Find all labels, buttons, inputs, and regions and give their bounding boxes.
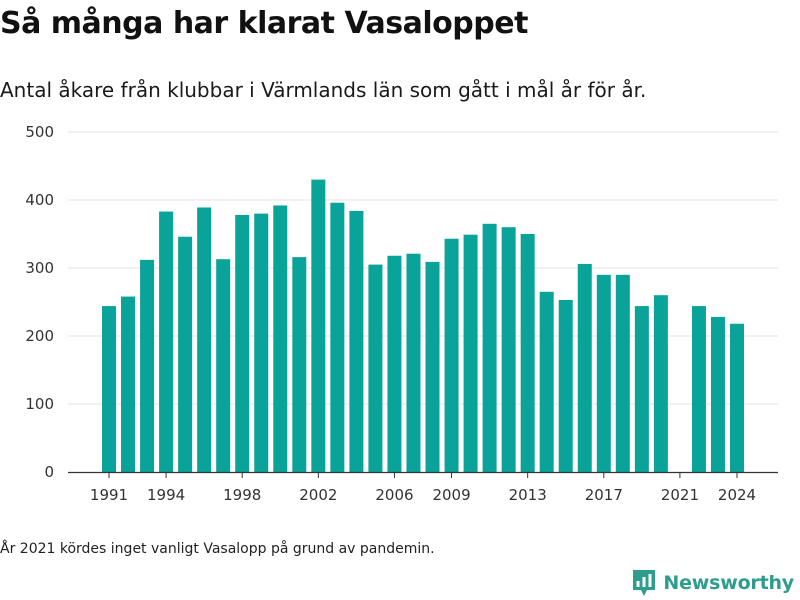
x-tick-label: 2017 (585, 486, 623, 504)
bar (387, 255, 402, 472)
bar (691, 306, 706, 472)
bar (444, 238, 459, 472)
x-tick-label: 2009 (432, 486, 470, 504)
bar (235, 214, 250, 472)
chart-subtitle: Antal åkare från klubbar i Värmlands län… (0, 78, 647, 102)
bar (216, 259, 231, 472)
bar (311, 179, 326, 472)
x-tick-label: 2021 (661, 486, 699, 504)
bar (140, 259, 155, 472)
bar (349, 210, 364, 472)
y-tick-label: 500 (25, 123, 54, 141)
brand-name: Newsworthy (663, 572, 794, 594)
bar (254, 213, 269, 472)
y-tick-label: 400 (25, 191, 54, 209)
chart-title: Så många har klarat Vasaloppet (0, 6, 528, 41)
bar (653, 295, 668, 472)
bar (482, 223, 497, 472)
x-tick-label: 2006 (375, 486, 413, 504)
bar (425, 261, 440, 472)
bar (558, 299, 573, 472)
bar (102, 306, 116, 472)
bar (577, 263, 592, 472)
bar (197, 207, 212, 472)
bar (121, 296, 136, 472)
y-tick-label: 100 (25, 395, 54, 413)
footnote: År 2021 kördes inget vanligt Vasalopp på… (0, 541, 435, 557)
bar (730, 323, 744, 472)
x-tick-label: 2013 (509, 486, 547, 504)
x-tick-label: 1991 (90, 486, 128, 504)
bar (463, 234, 478, 472)
bar (615, 274, 630, 472)
bar (292, 257, 307, 472)
x-tick-label: 1998 (223, 486, 261, 504)
bar (368, 264, 383, 472)
y-tick-label: 300 (25, 259, 54, 277)
newsworthy-logo-icon (633, 570, 656, 596)
x-tick-label: 1994 (147, 486, 185, 504)
bar (330, 202, 345, 472)
brand-logo: Newsworthy (631, 568, 794, 598)
x-tick-label: 2002 (299, 486, 337, 504)
bar (159, 211, 174, 472)
bar (539, 291, 554, 472)
bar (273, 205, 288, 472)
y-tick-label: 200 (25, 327, 54, 345)
bar (178, 236, 193, 472)
y-tick-label: 0 (44, 463, 54, 481)
bar (520, 234, 535, 472)
bar (710, 316, 725, 472)
bar (501, 227, 516, 472)
bar-chart: 0 100 200 300 400 500 1991 1994 1998 2002 2006 2009… (25, 123, 778, 504)
bar (596, 274, 611, 472)
bar (634, 306, 649, 472)
bar (406, 253, 421, 472)
x-tick-label: 2024 (718, 486, 756, 504)
